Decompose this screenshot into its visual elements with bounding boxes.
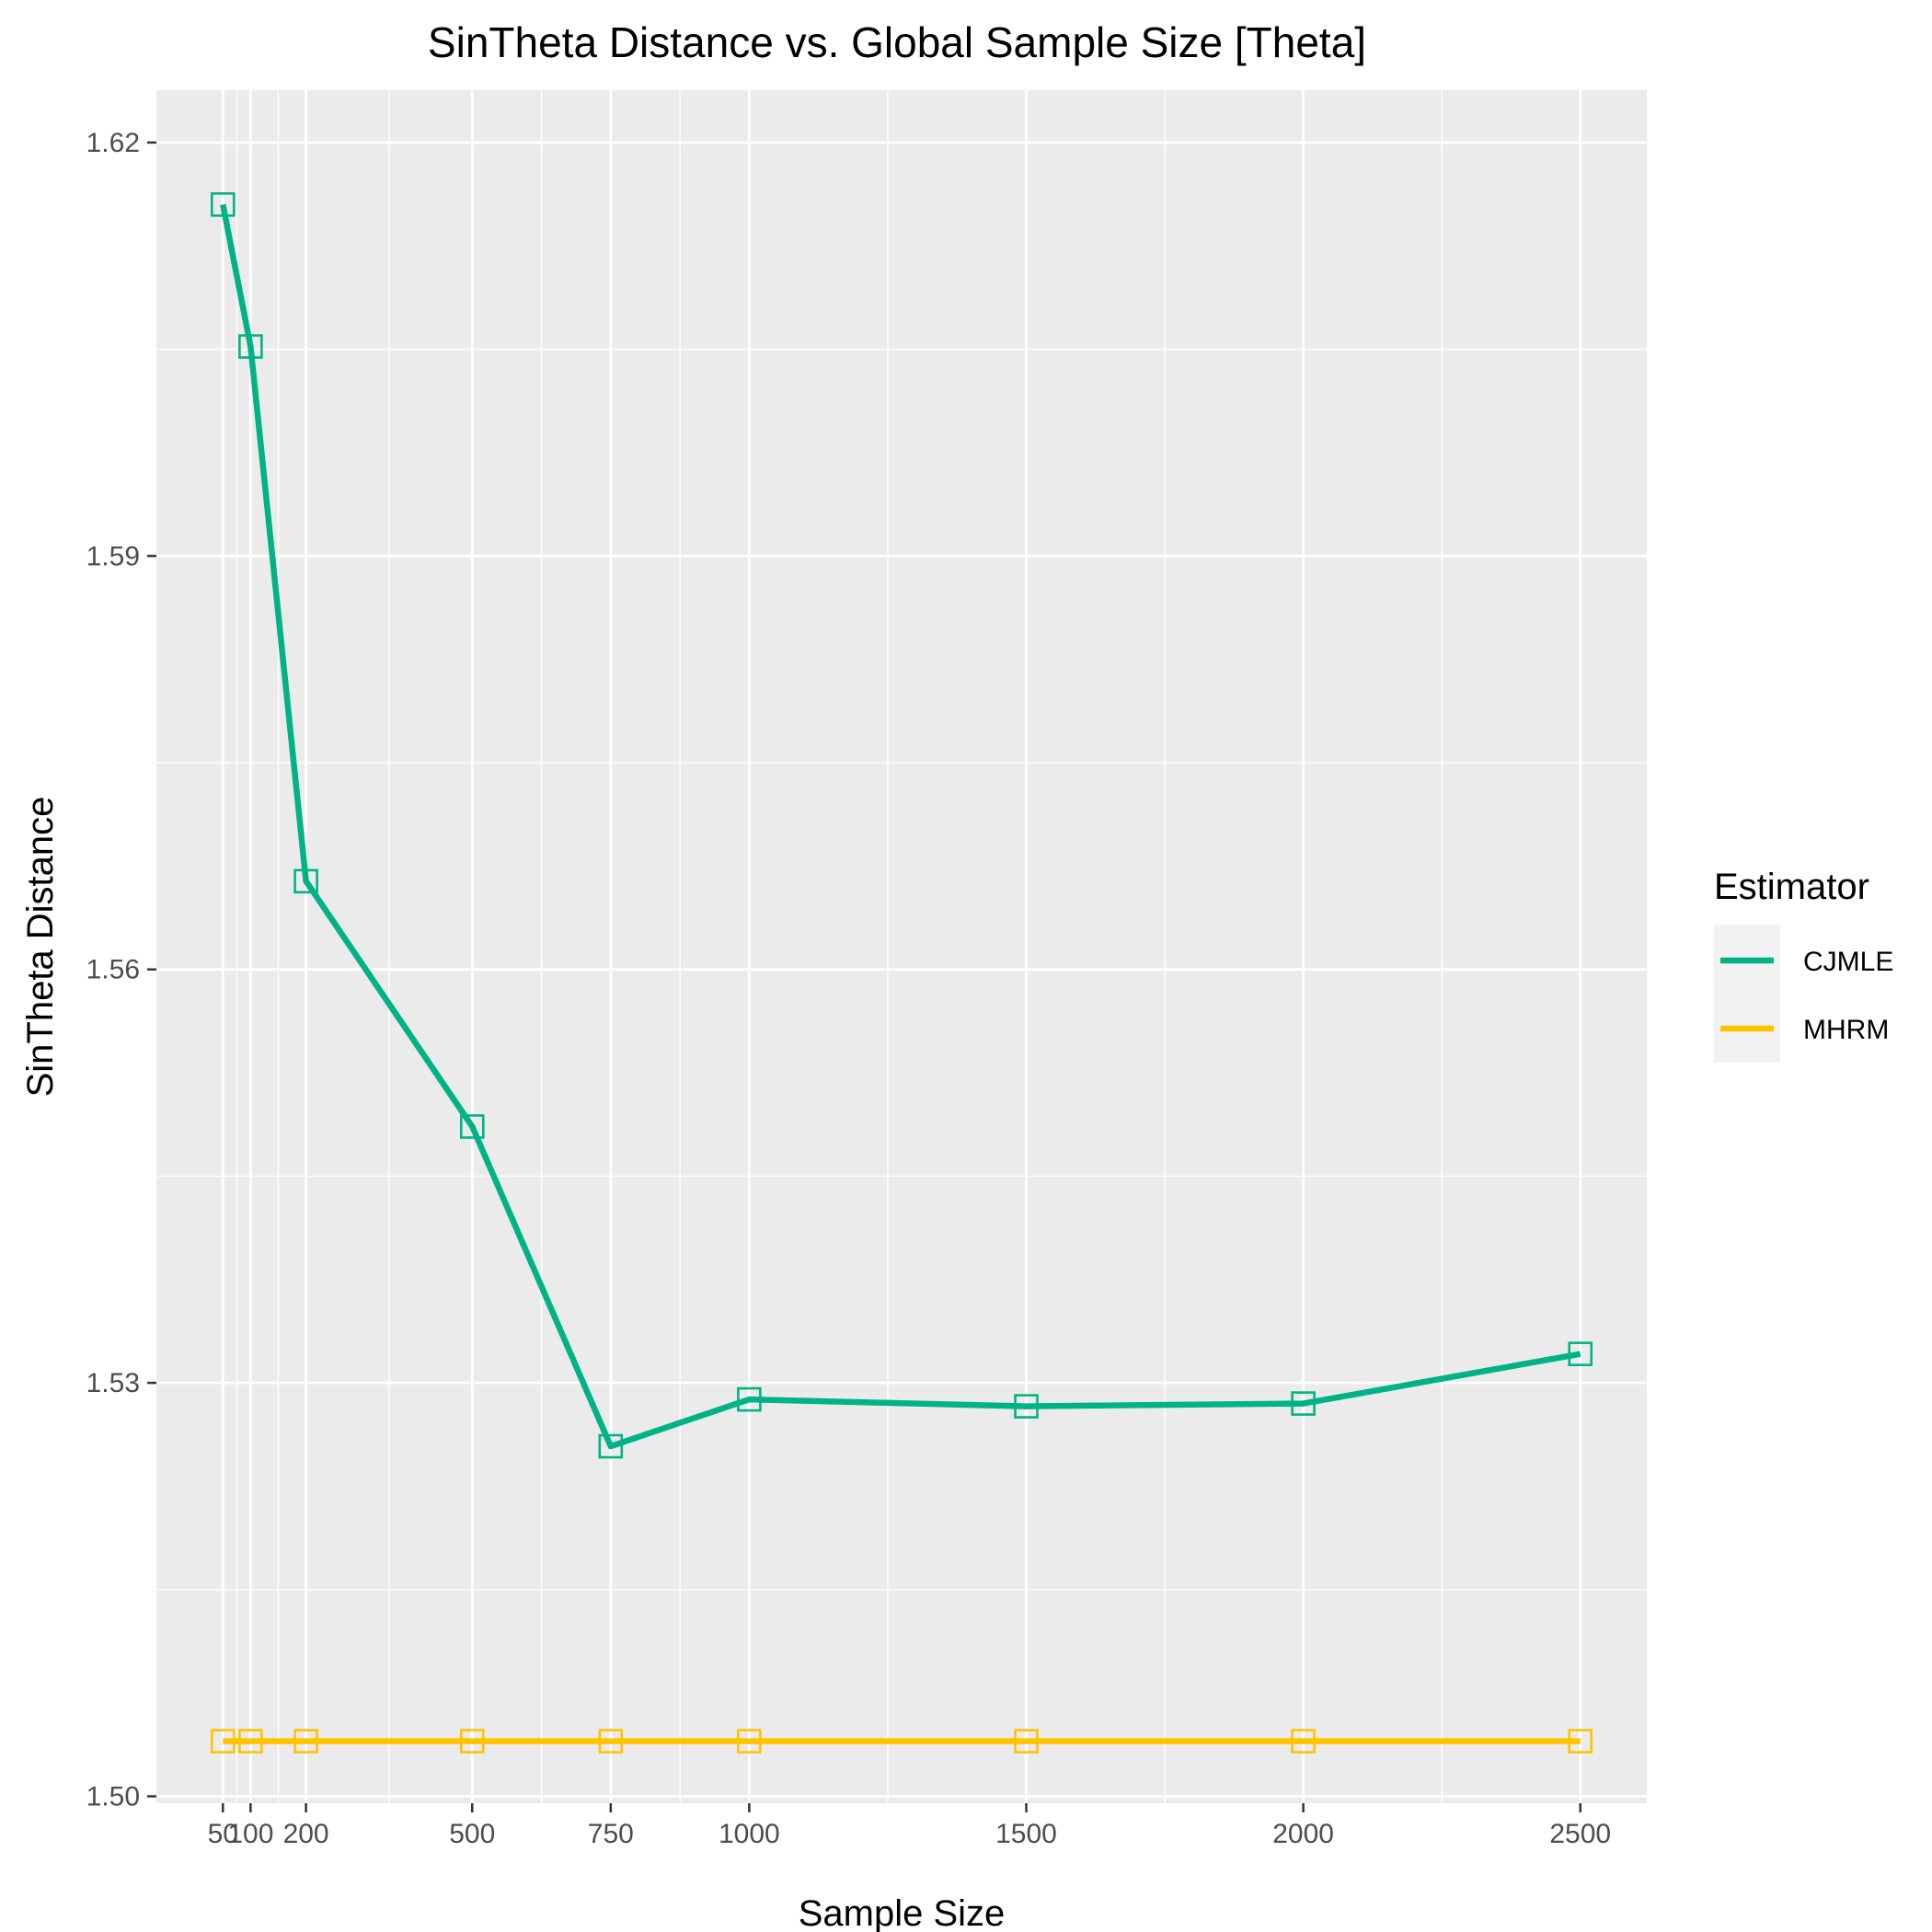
x-tick-label: 500 bbox=[449, 1819, 495, 1849]
legend-title: Estimator bbox=[1714, 867, 1869, 907]
legend-label-cjmle: CJMLE bbox=[1803, 947, 1893, 977]
data-point bbox=[238, 334, 263, 359]
x-tick-label: 100 bbox=[227, 1819, 273, 1849]
y-tick-label: 1.56 bbox=[86, 955, 140, 985]
series-cjmle bbox=[210, 192, 1593, 1459]
data-point bbox=[459, 1114, 485, 1139]
x-tick-label: 50 bbox=[208, 1819, 238, 1849]
legend-keys-background bbox=[1714, 925, 1780, 1063]
y-tick-label: 1.59 bbox=[86, 541, 140, 571]
series-layer bbox=[210, 192, 1593, 1754]
data-point bbox=[1291, 1729, 1316, 1754]
major-gridlines bbox=[156, 90, 1647, 1803]
data-point bbox=[598, 1433, 624, 1459]
y-tick-label: 1.50 bbox=[86, 1782, 140, 1812]
data-point bbox=[1014, 1729, 1039, 1754]
series-line bbox=[220, 203, 1581, 1450]
x-tick-label: 2000 bbox=[1272, 1819, 1334, 1849]
data-point bbox=[1014, 1394, 1039, 1419]
data-point bbox=[1291, 1391, 1316, 1416]
legend-label-mhrm: MHRM bbox=[1803, 1015, 1889, 1045]
x-tick-label: 1000 bbox=[719, 1819, 780, 1849]
x-tick-label: 2500 bbox=[1549, 1819, 1611, 1849]
data-point bbox=[238, 1729, 263, 1754]
data-point bbox=[210, 192, 236, 217]
y-tick-label: 1.62 bbox=[86, 128, 140, 158]
y-axis-title: SinTheta Distance bbox=[20, 797, 61, 1098]
minor-gridlines bbox=[156, 90, 1647, 1803]
x-tick-label: 200 bbox=[283, 1819, 329, 1849]
data-point bbox=[293, 1729, 318, 1754]
data-point bbox=[1568, 1341, 1593, 1366]
data-point bbox=[459, 1729, 485, 1754]
legend: Estimator CJMLE MHRM bbox=[1714, 867, 1893, 1063]
data-point bbox=[737, 1386, 762, 1412]
data-point bbox=[598, 1729, 624, 1754]
data-point bbox=[293, 868, 318, 894]
series-mhrm bbox=[210, 1729, 1593, 1754]
plot-panel bbox=[156, 90, 1647, 1803]
x-axis-title: Sample Size bbox=[799, 1893, 1006, 1932]
data-point bbox=[737, 1729, 762, 1754]
x-tick-label: 750 bbox=[588, 1819, 634, 1849]
data-point bbox=[1568, 1729, 1593, 1754]
chart-title: SinTheta Distance vs. Global Sample Size… bbox=[428, 18, 1366, 66]
y-tick-label: 1.53 bbox=[86, 1368, 140, 1398]
x-tick-label: 1500 bbox=[995, 1819, 1057, 1849]
data-point bbox=[210, 1729, 236, 1754]
